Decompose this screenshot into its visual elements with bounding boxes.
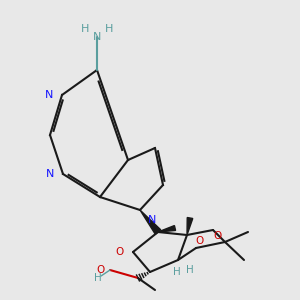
Polygon shape [187, 218, 193, 235]
Text: O: O [116, 247, 124, 257]
Text: N: N [148, 215, 156, 225]
Text: O: O [213, 231, 221, 241]
Polygon shape [158, 226, 175, 232]
Text: O: O [97, 265, 105, 275]
Text: H: H [186, 265, 194, 275]
Text: H: H [81, 24, 89, 34]
Polygon shape [140, 210, 161, 234]
Text: H: H [94, 273, 102, 283]
Text: N: N [45, 90, 53, 100]
Text: N: N [46, 169, 54, 179]
Text: N: N [93, 32, 101, 42]
Text: H: H [173, 267, 181, 277]
Text: O: O [196, 236, 204, 246]
Text: H: H [105, 24, 113, 34]
